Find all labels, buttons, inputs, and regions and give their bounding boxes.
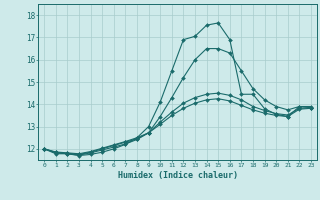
X-axis label: Humidex (Indice chaleur): Humidex (Indice chaleur) (118, 171, 238, 180)
